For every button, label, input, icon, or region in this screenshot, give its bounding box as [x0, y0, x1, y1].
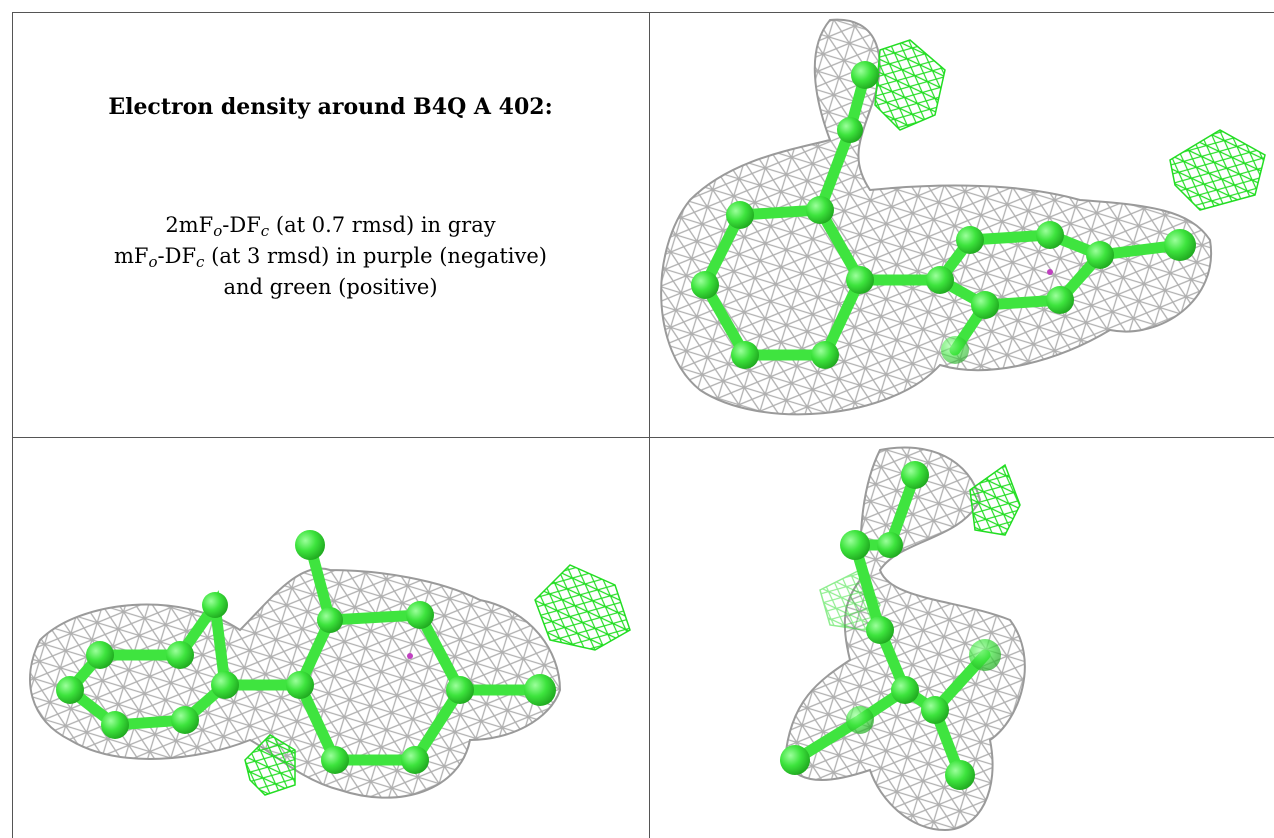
subscript: c	[260, 222, 270, 240]
molecule-view-2	[29, 530, 631, 799]
title: Electron density around B4Q A 402:	[108, 94, 553, 120]
caption-line: 2mFo-DFc (at 0.7 rmsd) in gray	[12, 210, 649, 241]
divider	[649, 12, 650, 838]
caption: 2mFo-DFc (at 0.7 rmsd) in gray mFo-DFc (…	[12, 210, 649, 303]
caption-line: and green (positive)	[12, 272, 649, 303]
divider	[12, 437, 1274, 438]
table-frame	[12, 12, 1274, 838]
text: mF	[114, 244, 149, 268]
subscript: o	[148, 253, 158, 271]
text: 2mF	[165, 213, 214, 237]
text: -DF	[222, 213, 261, 237]
text: and green (positive)	[223, 275, 438, 299]
text: (at 3 rmsd) in purple (negative)	[204, 244, 547, 268]
subscript: o	[213, 222, 223, 240]
caption-line: mFo-DFc (at 3 rmsd) in purple (negative)	[12, 241, 649, 272]
text: (at 0.7 rmsd) in gray	[269, 213, 496, 237]
molecule-view-3	[780, 446, 1026, 832]
text: -DF	[157, 244, 197, 268]
subscript: c	[196, 253, 205, 271]
molecule-view-1	[660, 18, 1266, 416]
